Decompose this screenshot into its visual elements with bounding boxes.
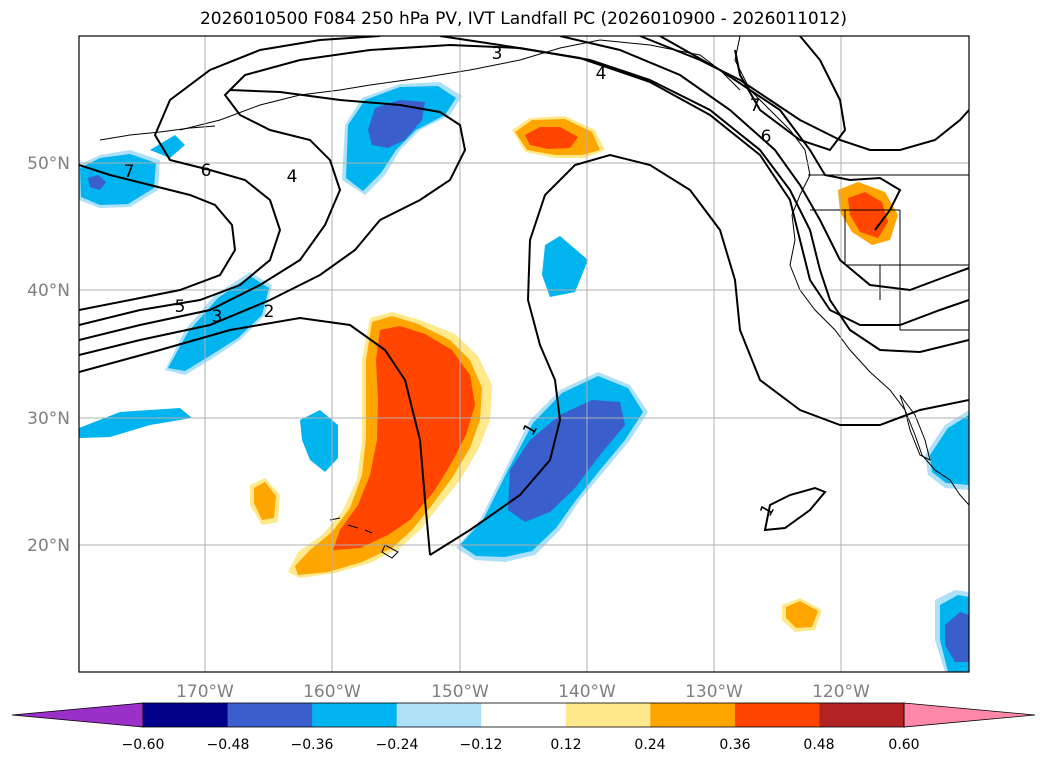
contour-closed-east — [763, 486, 827, 532]
lat-label-40n: 40°N — [27, 281, 70, 301]
colorbar-cell — [143, 703, 229, 727]
colorbar-cell — [312, 703, 398, 727]
latitude-labels: 50°N 40°N 30°N 20°N — [27, 154, 70, 556]
positive-anomaly-small-2-core — [786, 601, 818, 628]
lon-label-140w: 140°W — [558, 682, 616, 702]
colorbar-cell — [819, 703, 905, 727]
contour-4 — [79, 36, 381, 326]
alaska-coast — [179, 39, 741, 131]
contour-label-6-top: 6 — [761, 127, 772, 147]
colorbar-cell — [481, 703, 567, 727]
colorbar-tick-9: 0.48 — [803, 737, 834, 753]
colorbar-cells — [143, 703, 905, 727]
colorbar-tick-10: 0.60 — [888, 737, 919, 753]
contour-label-5: 5 — [175, 297, 186, 317]
colorbar-tick-1: −0.60 — [122, 737, 165, 753]
negative-anomaly-baja-mid — [930, 415, 969, 485]
colorbar-over-extension — [903, 702, 1036, 728]
positive-anomaly-small-1-core — [254, 482, 276, 520]
aleutian-islands — [99, 125, 216, 141]
colorbar-tick-5: −0.12 — [460, 737, 503, 753]
map-content: 3 4 7 6 7 6 4 5 3 2 1 1 — [79, 36, 969, 672]
negative-anomaly-west-streak-mid — [168, 276, 269, 371]
contour-ridge-1 — [429, 153, 969, 556]
contour-label-7-top: 7 — [750, 96, 761, 116]
contour-2 — [79, 89, 467, 356]
contour-trough-1 — [79, 316, 431, 556]
lon-label-170w: 170°W — [176, 682, 234, 702]
colorbar-ticks: −0.60 −0.48 −0.36 −0.24 −0.12 0.12 0.24 … — [122, 737, 920, 753]
contour-label-7-left: 7 — [124, 162, 135, 182]
coastlines — [99, 36, 969, 559]
gridlines — [79, 36, 969, 672]
contour-6 — [439, 36, 969, 326]
negative-anomaly-central-core — [508, 400, 625, 522]
colorbar-cell — [650, 703, 736, 727]
lon-label-150w: 150°W — [431, 682, 489, 702]
lat-label-30n: 30°N — [27, 409, 70, 429]
lat-label-50n: 50°N — [27, 154, 70, 174]
colorbar-under-extension — [11, 702, 144, 728]
negative-anomaly-far-west-sliver — [150, 135, 185, 158]
positive-anomaly-hawaii-core — [333, 326, 475, 550]
contour-label-3-top: 3 — [492, 44, 503, 64]
negative-anomaly-west-band — [79, 408, 192, 438]
contour-3 — [79, 43, 969, 354]
contour-label-4-top: 4 — [596, 64, 607, 84]
negative-anomaly-far-west-mid — [80, 154, 156, 205]
lon-label-160w: 160°W — [303, 682, 361, 702]
negative-anomaly-north-core — [368, 100, 425, 148]
contour-alaska — [639, 36, 969, 151]
chart-title: 2026010500 F084 250 hPa PV, IVT Landfall… — [199, 9, 847, 29]
colorbar: −0.60 −0.48 −0.36 −0.24 −0.12 0.12 0.24 … — [11, 702, 1036, 753]
colorbar-cell — [734, 703, 820, 727]
colorbar-tick-4: −0.24 — [376, 737, 419, 753]
colorbar-cell — [227, 703, 313, 727]
lon-label-130w: 130°W — [685, 682, 743, 702]
pv-contours — [79, 36, 969, 556]
colorbar-tick-3: −0.36 — [291, 737, 334, 753]
colorbar-tick-6: 0.12 — [550, 737, 581, 753]
positive-anomaly-gulf-core — [525, 127, 578, 149]
map-frame — [78, 35, 970, 673]
colorbar-tick-2: −0.48 — [207, 737, 250, 753]
lon-label-120w: 120°W — [812, 682, 870, 702]
baja-peninsula — [899, 394, 931, 461]
colorbar-cell — [565, 703, 651, 727]
contour-label-3: 3 — [212, 307, 223, 327]
contour-5 — [79, 164, 237, 311]
contour-label-1-east: 1 — [756, 501, 779, 520]
hawaiian-islands — [329, 517, 399, 559]
colorbar-tick-8: 0.36 — [719, 737, 750, 753]
lat-label-20n: 20°N — [27, 536, 70, 556]
colorbar-outline — [142, 702, 905, 728]
negative-anomaly-small-1 — [300, 410, 338, 472]
negative-anomaly-far-west-core — [88, 175, 106, 190]
contour-label-2: 2 — [264, 302, 275, 322]
contour-label-6-left: 6 — [201, 161, 212, 181]
contour-high — [734, 36, 847, 152]
negative-anomaly-southeast-core — [945, 612, 969, 662]
colorbar-cell — [396, 703, 482, 727]
state-borders — [810, 209, 969, 331]
contour-7 — [559, 36, 969, 292]
longitude-labels: 170°W 160°W 150°W 140°W 130°W 120°W — [176, 682, 870, 702]
shaded-anomalies — [79, 82, 969, 672]
negative-anomaly-small-2 — [542, 236, 588, 297]
contour-label-4-left: 4 — [287, 167, 298, 187]
contour-8 — [659, 36, 902, 231]
colorbar-tick-7: 0.24 — [634, 737, 665, 753]
